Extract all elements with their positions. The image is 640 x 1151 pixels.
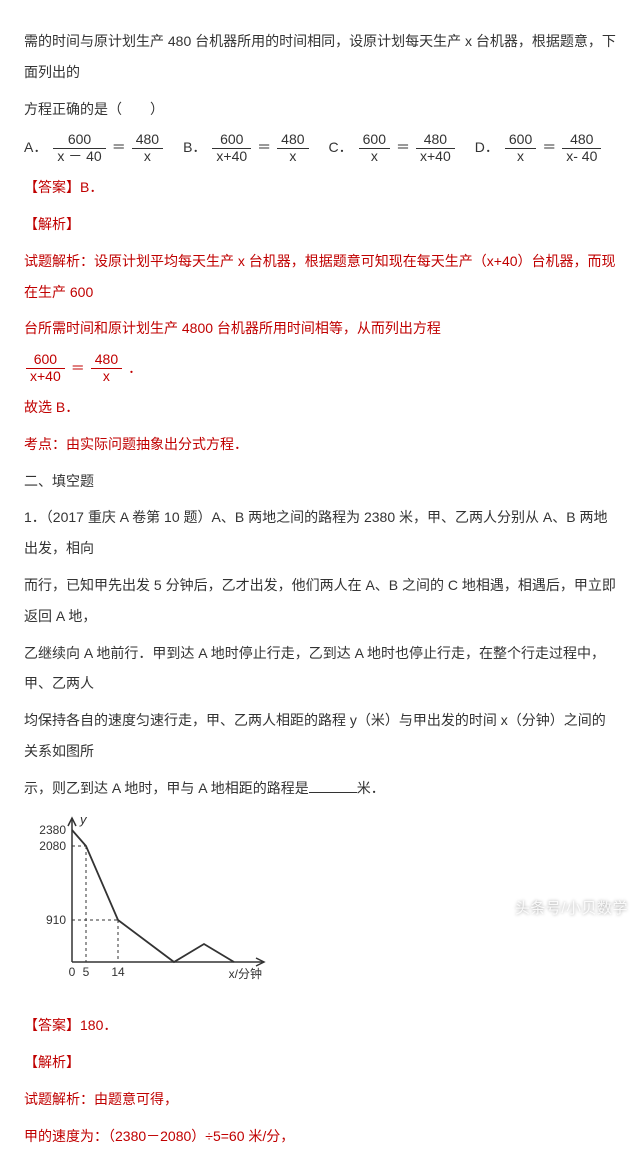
option-a-label: A． xyxy=(24,138,47,158)
q2-l2: 而行，已知甲先出发 5 分钟后，乙才出发，他们两人在 A、B 之间的 C 地相遇… xyxy=(24,570,616,632)
section-2-title: 二、填空题 xyxy=(24,466,616,497)
therefore-b: 故选 B． xyxy=(24,392,616,423)
option-a-frac1: 600x － 40 xyxy=(53,132,105,164)
analysis-1-head: 【解析】 xyxy=(24,209,616,240)
q2-l4: 均保持各自的速度匀速行走，甲、乙两人相距的路程 y（米）与甲出发的时间 x（分钟… xyxy=(24,705,616,767)
intro-line-1: 需的时间与原计划生产 480 台机器所用的时间相同，设原计划每天生产 x 台机器… xyxy=(24,26,616,88)
svg-text:y: y xyxy=(79,812,88,827)
q2-l5b: 米． xyxy=(357,780,385,796)
svg-text:0: 0 xyxy=(69,965,76,979)
analysis-1-b: 台所需时间和原计划生产 4800 台机器所用时间相等，从而列出方程 xyxy=(24,313,616,344)
equals-sign: ＝ xyxy=(257,138,271,158)
watermark: 头条号/小贝数学 xyxy=(515,892,628,925)
svg-text:910: 910 xyxy=(46,913,66,927)
q2-l5: 示，则乙到达 A 地时，甲与 A 地相距的路程是 米． xyxy=(24,773,616,804)
answer-2: 【答案】180． xyxy=(24,1010,616,1041)
q2-l1: 1．（2017 重庆 A 卷第 10 题）A、B 两地之间的路程为 2380 米… xyxy=(24,502,616,564)
svg-text:2080: 2080 xyxy=(39,839,66,853)
equals-sign: ＝ xyxy=(71,359,85,377)
intro-line-2: 方程正确的是（ ） xyxy=(24,94,616,125)
option-b-frac2: 480x xyxy=(277,132,308,164)
option-d-frac2: 480x- 40 xyxy=(562,132,601,164)
option-d: D． 600x ＝ 480x- 40 xyxy=(475,132,604,164)
option-d-frac1: 600x xyxy=(505,132,536,164)
svg-text:x/分钟: x/分钟 xyxy=(229,966,262,981)
option-b: B． 600x+40 ＝ 480x xyxy=(183,132,310,164)
answer-1: 【答案】B． xyxy=(24,172,616,203)
analysis-2-head: 【解析】 xyxy=(24,1047,616,1078)
analysis-2-body: 试题解析：由题意可得， xyxy=(24,1084,616,1115)
option-b-label: B． xyxy=(183,138,206,158)
equation-row: 600x+40 ＝ 480x ． xyxy=(24,352,616,384)
speed-line: 甲的速度为：（2380－2080）÷5=60 米/分， xyxy=(24,1121,616,1151)
equals-sign: ＝ xyxy=(542,138,556,158)
blank-field xyxy=(309,779,357,793)
q2-l5a: 示，则乙到达 A 地时，甲与 A 地相距的路程是 xyxy=(24,780,309,796)
kaodian: 考点：由实际问题抽象出分式方程． xyxy=(24,429,616,460)
option-c-frac2: 480x+40 xyxy=(416,132,455,164)
svg-text:2380: 2380 xyxy=(39,823,66,837)
chart-svg: y x/分钟 2380 2080 910 05 14 xyxy=(24,812,284,992)
equals-sign: ＝ xyxy=(396,138,410,158)
analysis-1-a: 试题解析：设原计划平均每天生产 x 台机器，根据题意可知现在每天生产（x+40）… xyxy=(24,246,616,308)
options-row: A． 600x － 40 ＝ 480x B． 600x+40 ＝ 480x C．… xyxy=(24,132,616,164)
eq-frac2: 480x xyxy=(91,352,122,384)
eq-tail: ． xyxy=(128,359,142,377)
option-c-label: C． xyxy=(329,138,353,158)
q2-l3: 乙继续向 A 地前行．甲到达 A 地时停止行走，乙到达 A 地时也停止行走，在整… xyxy=(24,638,616,700)
eq-frac1: 600x+40 xyxy=(26,352,65,384)
svg-text:14: 14 xyxy=(111,965,125,979)
option-c-frac1: 600x xyxy=(359,132,390,164)
option-b-frac1: 600x+40 xyxy=(212,132,251,164)
option-d-label: D． xyxy=(475,138,499,158)
option-a-frac2: 480x xyxy=(132,132,163,164)
equals-sign: ＝ xyxy=(112,138,126,158)
option-a: A． 600x － 40 ＝ 480x xyxy=(24,132,165,164)
svg-text:5: 5 xyxy=(83,965,90,979)
option-c: C． 600x ＝ 480x+40 xyxy=(329,132,457,164)
